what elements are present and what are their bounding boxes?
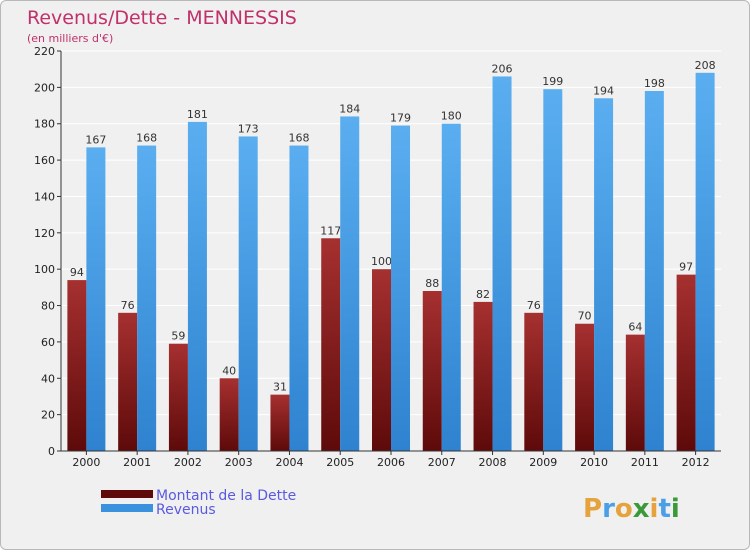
- x-tick-label: 2008: [479, 456, 507, 469]
- logo-letter: P: [583, 494, 602, 524]
- bar-value-label: 88: [425, 277, 439, 290]
- bar-debt: [676, 274, 696, 451]
- bar-value-label: 198: [644, 77, 665, 90]
- y-tick-label: 120: [34, 227, 55, 240]
- bar-revenus: [543, 89, 563, 451]
- proxiti-logo: Proxiti: [583, 494, 680, 524]
- bar-value-label: 76: [527, 299, 541, 312]
- y-tick-label: 140: [34, 190, 55, 203]
- logo-letter: i: [671, 494, 680, 524]
- x-tick-label: 2001: [123, 456, 151, 469]
- bar-revenus: [492, 76, 512, 452]
- bar-value-label: 97: [679, 261, 693, 274]
- bar-debt: [575, 323, 595, 451]
- bar-revenus: [391, 125, 410, 451]
- bar-revenus: [695, 72, 715, 452]
- x-tick-label: 2010: [580, 456, 608, 469]
- x-tick-label: 2002: [174, 456, 202, 469]
- bar-debt: [321, 238, 341, 451]
- y-tick-label: 100: [34, 263, 55, 276]
- chart-subtitle: (en milliers d'€): [27, 32, 113, 45]
- legend: Montant de la Dette Revenus: [101, 488, 296, 518]
- x-tick-label: 2011: [631, 456, 659, 469]
- bar-revenus: [238, 136, 258, 452]
- logo-letter: r: [602, 494, 615, 524]
- bar-value-label: 208: [695, 59, 716, 72]
- y-tick-label: 20: [41, 409, 55, 422]
- bar-value-label: 70: [578, 310, 592, 323]
- bar-debt: [168, 343, 188, 451]
- bar-revenus: [340, 116, 360, 452]
- bar-revenus: [441, 123, 461, 452]
- y-tick-label: 200: [34, 81, 55, 94]
- bar-value-label: 168: [288, 132, 309, 145]
- bar-revenus: [86, 147, 106, 451]
- logo-letter: i: [650, 494, 659, 524]
- bar-value-label: 199: [542, 75, 563, 88]
- y-tick-label: 220: [34, 45, 55, 58]
- bar-value-label: 194: [593, 84, 614, 97]
- y-tick-label: 40: [41, 372, 55, 385]
- bar-value-label: 117: [320, 224, 341, 237]
- bar-value-label: 82: [476, 288, 490, 301]
- chart-title: Revenus/Dette - MENNESSIS: [27, 7, 297, 29]
- bar-value-label: 31: [273, 381, 287, 394]
- bar-debt: [473, 301, 493, 451]
- bar-debt: [372, 269, 391, 451]
- x-tick-label: 2006: [377, 456, 405, 469]
- bar-revenus: [187, 121, 207, 451]
- x-axis-ticks: 2000 2001 2002 2003 2004 2005 2006 2007 2008 2009…: [72, 451, 710, 469]
- bar-debt: [270, 394, 290, 451]
- x-tick-label: 2005: [326, 456, 354, 469]
- bar-value-label: 180: [441, 110, 462, 123]
- bar-value-label: 40: [222, 364, 236, 377]
- bar-revenus: [594, 98, 614, 451]
- legend-swatch-revenus: [101, 504, 153, 512]
- bar-value-label: 100: [371, 255, 392, 268]
- x-tick-label: 2003: [225, 456, 253, 469]
- bar-value-label: 173: [238, 122, 259, 135]
- y-tick-label: 180: [34, 118, 55, 131]
- axes: [60, 51, 721, 452]
- bar-debt: [219, 378, 239, 451]
- bar-value-label: 184: [339, 102, 360, 115]
- legend-label-revenus: Revenus: [156, 502, 216, 518]
- bar-revenus: [289, 145, 309, 451]
- x-tick-label: 2000: [72, 456, 100, 469]
- bar-value-label: 181: [187, 108, 208, 121]
- bar-revenus: [644, 91, 664, 451]
- logo-letter: x: [633, 494, 650, 524]
- x-tick-label: 2004: [275, 456, 303, 469]
- y-tick-label: 80: [41, 300, 55, 313]
- bar-debt: [422, 291, 442, 451]
- bar-value-label: 179: [390, 112, 411, 125]
- logo-letter: o: [615, 494, 633, 524]
- bar-debt: [67, 280, 87, 451]
- y-tick-label: 160: [34, 154, 55, 167]
- x-tick-label: 2007: [428, 456, 456, 469]
- bar-value-label: 167: [85, 133, 106, 146]
- bar-revenus: [137, 145, 157, 451]
- y-axis-ticks: 0 20 40 60 80 100 120 140 160 180 200 220: [34, 45, 61, 458]
- legend-swatch-debt: [101, 490, 153, 498]
- bar-debt: [625, 334, 645, 451]
- x-tick-label: 2009: [529, 456, 557, 469]
- bar-value-label: 168: [136, 132, 157, 145]
- logo-letter: t: [658, 494, 670, 524]
- bar-value-label: 206: [492, 62, 513, 75]
- legend-label-debt: Montant de la Dette: [156, 488, 296, 504]
- y-tick-label: 0: [48, 445, 55, 458]
- y-tick-label: 60: [41, 336, 55, 349]
- bar-value-label: 94: [70, 266, 84, 279]
- bar-value-label: 64: [628, 321, 642, 334]
- bars: 94 167 76 168 59 181 40 173 31 168 117 184 100 179 88 1…: [67, 59, 716, 452]
- bar-value-label: 59: [171, 330, 185, 343]
- x-tick-label: 2012: [682, 456, 710, 469]
- bar-debt: [524, 312, 544, 451]
- bar-value-label: 76: [121, 299, 135, 312]
- bar-debt: [118, 312, 138, 451]
